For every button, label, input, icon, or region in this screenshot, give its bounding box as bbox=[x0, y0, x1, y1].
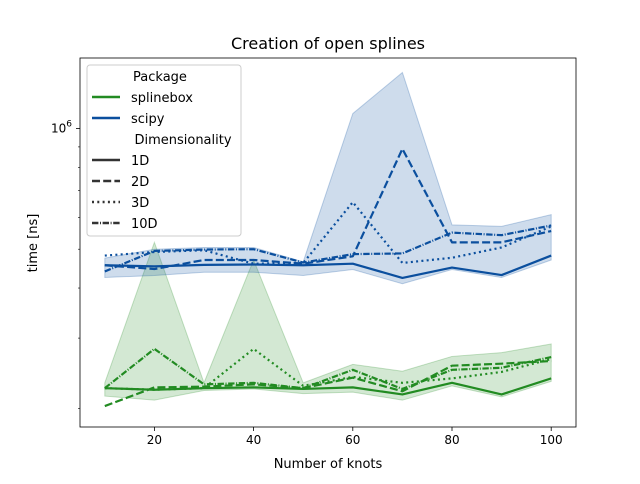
series-line-splinebox-2d bbox=[104, 359, 552, 408]
series-line-scipy-10d bbox=[104, 224, 552, 273]
legend-label: 1D bbox=[131, 154, 149, 169]
series-line-scipy-2d bbox=[104, 147, 552, 271]
x-tick-label: 100 bbox=[540, 433, 563, 447]
x-axis-label: Number of knots bbox=[274, 457, 383, 472]
plot-frame bbox=[79, 57, 577, 428]
y-tick-label: 106 bbox=[51, 120, 72, 136]
x-tick-label: 60 bbox=[345, 433, 360, 447]
legend-label: 10D bbox=[131, 217, 158, 232]
y-axis-label: time [ns] bbox=[26, 214, 41, 273]
legend-frame bbox=[86, 64, 242, 237]
x-tick-label: 80 bbox=[444, 433, 459, 447]
series-line-splinebox-10d bbox=[104, 347, 552, 391]
legend-title-dimensionality: Dimensionality bbox=[134, 133, 231, 148]
x-axis-ticks: 20 40 60 80 100 bbox=[147, 427, 563, 447]
band-scipy bbox=[104, 71, 552, 285]
x-tick-label: 20 bbox=[147, 433, 162, 447]
confidence-bands bbox=[104, 71, 552, 401]
legend: Package Dimensionality splinebox scipy 1D 2… bbox=[86, 64, 242, 237]
legend-label: splinebox bbox=[131, 91, 193, 106]
x-tick-label: 40 bbox=[246, 433, 261, 447]
chart-title: Creation of open splines bbox=[231, 34, 425, 53]
legend-title-package: Package bbox=[133, 70, 187, 85]
series-line-splinebox-3d bbox=[104, 347, 552, 391]
legend-label: scipy bbox=[131, 112, 165, 127]
legend-label: 3D bbox=[131, 196, 149, 211]
legend-label: 2D bbox=[131, 175, 149, 190]
series-lines bbox=[104, 147, 552, 408]
y-axis-ticks: 106 bbox=[51, 120, 80, 409]
band-splinebox bbox=[104, 240, 552, 401]
